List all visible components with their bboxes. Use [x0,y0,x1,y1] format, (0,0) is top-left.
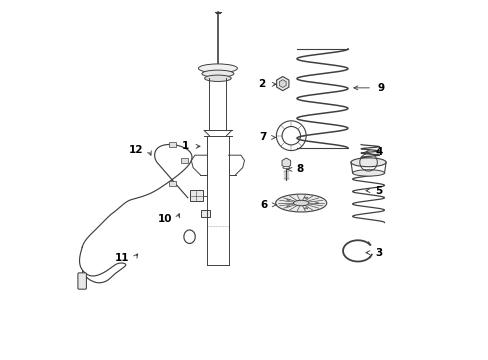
Ellipse shape [286,199,289,201]
Ellipse shape [286,206,289,207]
Text: 11: 11 [115,253,129,263]
Ellipse shape [202,70,233,77]
FancyBboxPatch shape [189,190,203,201]
Text: 6: 6 [260,200,267,210]
Text: 8: 8 [295,165,303,174]
Text: 3: 3 [375,248,382,258]
Ellipse shape [315,202,318,204]
Text: 5: 5 [375,186,382,195]
Ellipse shape [204,75,231,81]
Text: 4: 4 [375,147,382,157]
Ellipse shape [304,197,307,198]
FancyBboxPatch shape [168,142,175,147]
Ellipse shape [352,170,384,176]
Text: 1: 1 [182,141,189,151]
Ellipse shape [293,200,308,206]
FancyBboxPatch shape [181,158,187,163]
FancyBboxPatch shape [78,273,86,289]
Ellipse shape [282,167,289,168]
FancyBboxPatch shape [201,210,210,217]
Text: 12: 12 [129,145,143,155]
Text: 10: 10 [157,214,171,224]
FancyBboxPatch shape [169,181,176,186]
Ellipse shape [304,208,307,209]
Text: 2: 2 [258,79,265,89]
Ellipse shape [198,64,237,73]
Ellipse shape [275,194,326,212]
Ellipse shape [350,158,386,167]
Text: 7: 7 [259,132,266,143]
Text: 9: 9 [377,83,384,93]
